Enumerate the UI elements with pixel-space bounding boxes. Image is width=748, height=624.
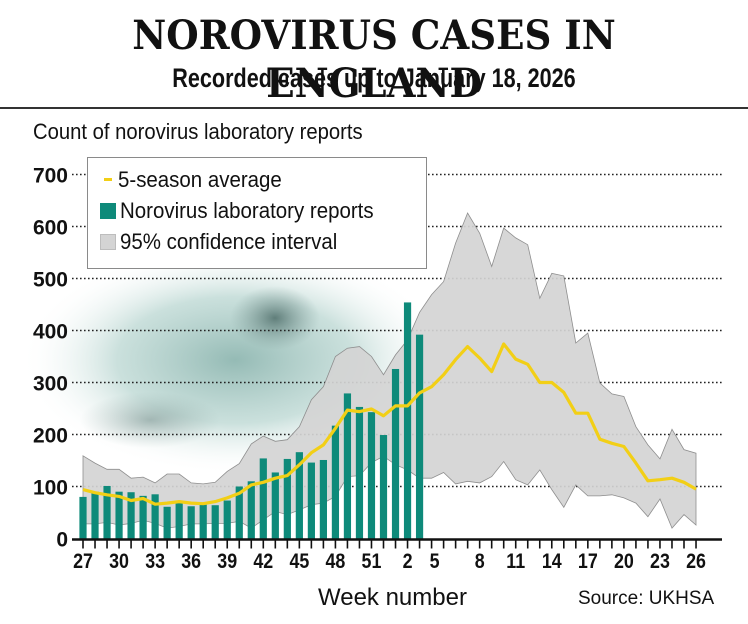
bar-week-47 — [319, 459, 327, 539]
y-tick-label: 300 — [33, 373, 68, 396]
y-axis-ticks: 0 100 200 300 400 500 600 700 — [33, 165, 68, 552]
bar-week-39 — [223, 500, 231, 539]
bar-week-33 — [151, 494, 159, 539]
legend-label: 95% confidence interval — [120, 228, 338, 254]
legend-item-ci: 95% confidence interval — [100, 226, 426, 257]
bar-week-27 — [79, 496, 87, 539]
x-tick-label: 23 — [650, 550, 670, 574]
bar-week-1 — [391, 368, 400, 539]
x-tick-label: 42 — [253, 550, 273, 574]
x-tick-label: 26 — [686, 550, 706, 574]
bar-week-29 — [103, 485, 111, 539]
x-tick-label: 20 — [614, 550, 634, 574]
bar-week-38 — [211, 505, 219, 539]
bar-week-50 — [355, 406, 364, 539]
y-axis-title: Count of norovirus laboratory reports — [33, 119, 363, 144]
bar-week-34 — [163, 506, 171, 539]
x-tick-label: 5 — [430, 550, 440, 574]
bar-week-3 — [415, 334, 424, 539]
x-tick-label: 33 — [145, 550, 165, 574]
confidence-interval-area — [82, 212, 697, 529]
y-tick-label: 700 — [33, 165, 68, 188]
x-axis-title: Week number — [318, 584, 467, 611]
x-tick-label: 39 — [217, 550, 237, 574]
y-tick-label: 100 — [33, 477, 68, 500]
bar-week-2 — [403, 302, 412, 539]
chart-title: NOROVIRUS CASES IN ENGLAND — [132, 12, 616, 107]
five-season-average-line — [82, 342, 697, 506]
x-tick-label: 11 — [506, 550, 525, 574]
lab-report-bars — [79, 302, 424, 539]
y-tick-label: 500 — [33, 269, 68, 292]
source-credit: Source: UKHSA — [578, 588, 715, 609]
bar-week-28 — [91, 491, 99, 539]
y-tick-label: 600 — [33, 217, 68, 240]
bar-week-51 — [367, 412, 376, 539]
legend: 5-season average Norovirus laboratory re… — [87, 157, 427, 269]
bar-week-36 — [187, 506, 195, 539]
bar-week-49 — [343, 393, 352, 539]
x-tick-label: 27 — [73, 550, 93, 574]
y-tick-label: 400 — [33, 321, 68, 344]
x-tick-label: 14 — [542, 550, 562, 574]
legend-label: 5-season average — [118, 166, 282, 192]
x-tick-label: 2 — [403, 550, 413, 574]
x-tick-label: 30 — [109, 550, 129, 574]
x-axis: 27 30 33 36 39 42 45 48 51 2 5 8 11 14 17 20 23 26 — [72, 538, 722, 574]
bar-week-46 — [307, 462, 315, 539]
bar-week-40 — [235, 486, 243, 539]
teal-square-icon — [100, 202, 116, 219]
x-tick-label: 17 — [578, 550, 598, 574]
legend-item-reports: Norovirus laboratory reports — [100, 195, 426, 226]
y-tick-label: 0 — [56, 529, 68, 552]
bar-week-42 — [259, 458, 267, 539]
x-tick-label: 48 — [326, 550, 346, 574]
bar-week-31 — [127, 492, 135, 539]
x-tick-label: 51 — [362, 550, 382, 574]
header-divider — [0, 107, 748, 109]
legend-item-average: 5-season average — [100, 164, 426, 195]
chart-subtitle: Recorded cases up to January 18, 2026 — [172, 63, 576, 93]
bar-week-37 — [199, 504, 207, 539]
y-tick-label: 200 — [33, 425, 68, 448]
line-swatch-icon — [104, 178, 112, 181]
legend-label: Norovirus laboratory reports — [120, 197, 374, 223]
bar-week-32 — [139, 495, 147, 539]
bar-week-48 — [331, 425, 340, 539]
bar-week-41 — [247, 481, 255, 539]
x-tick-label: 36 — [181, 550, 201, 574]
bar-week-45 — [295, 452, 303, 539]
bar-week-35 — [175, 502, 183, 539]
bar-week-52 — [379, 435, 388, 539]
bar-week-30 — [115, 491, 123, 539]
bar-week-43 — [271, 472, 279, 539]
bar-week-44 — [283, 458, 291, 539]
x-tick-label: 45 — [289, 550, 309, 574]
x-tick-label: 8 — [475, 550, 485, 574]
grey-square-icon — [100, 233, 116, 250]
